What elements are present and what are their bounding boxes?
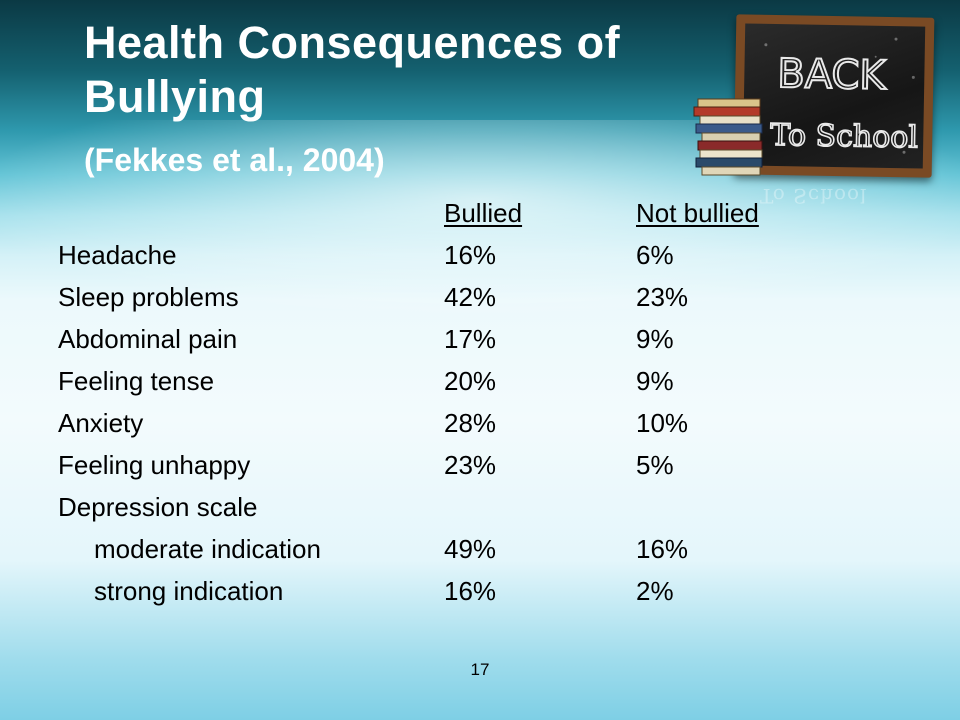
board-text-to-school: To School	[770, 118, 918, 156]
not-bullied-value: 10%	[636, 408, 689, 438]
row-label: strong indication	[94, 576, 284, 606]
bullied-value: 49%	[444, 534, 497, 564]
bullied-value: 16%	[444, 240, 497, 270]
bullied-value: 17%	[444, 324, 497, 354]
not-bullied-value: 5%	[636, 450, 674, 480]
not-bullied-value: 9%	[636, 366, 674, 396]
not-bullied-value: 23%	[636, 282, 689, 312]
row-label: Feeling unhappy	[58, 450, 251, 480]
bullied-value: 23%	[444, 450, 497, 480]
not-bullied-value: 16%	[636, 534, 689, 564]
row-label: moderate indication	[94, 534, 321, 564]
row-label: Feeling tense	[58, 366, 215, 396]
title-line-2: Bullying	[84, 71, 266, 122]
page-number: 17	[470, 660, 490, 679]
not-bullied-value: 2%	[636, 576, 674, 606]
row-label: Headache	[58, 240, 177, 270]
bullied-value: 28%	[444, 408, 497, 438]
bullied-value: 16%	[444, 576, 497, 606]
row-label: Depression scale	[58, 492, 258, 522]
board-reflection: To School	[760, 184, 868, 208]
row-label: Anxiety	[58, 408, 144, 438]
bullied-value: 42%	[444, 282, 497, 312]
citation: (Fekkes et al., 2004)	[84, 142, 385, 178]
board-text-back: BACK	[777, 51, 888, 99]
header-not-bullied: Not bullied	[636, 198, 759, 228]
slide-title: Health Consequences of Bullying	[84, 16, 724, 124]
header-bullied: Bullied	[444, 198, 523, 228]
row-label: Sleep problems	[58, 282, 239, 312]
not-bullied-value: 6%	[636, 240, 674, 270]
books-stack-icon	[693, 98, 763, 176]
bullied-value: 20%	[444, 366, 497, 396]
row-label: Abdominal pain	[58, 324, 238, 354]
chalkboard-image: BACK To School	[733, 14, 935, 178]
not-bullied-value: 9%	[636, 324, 674, 354]
chalk-writing: BACK To School	[754, 37, 919, 156]
title-line-1: Health Consequences of	[84, 17, 621, 68]
